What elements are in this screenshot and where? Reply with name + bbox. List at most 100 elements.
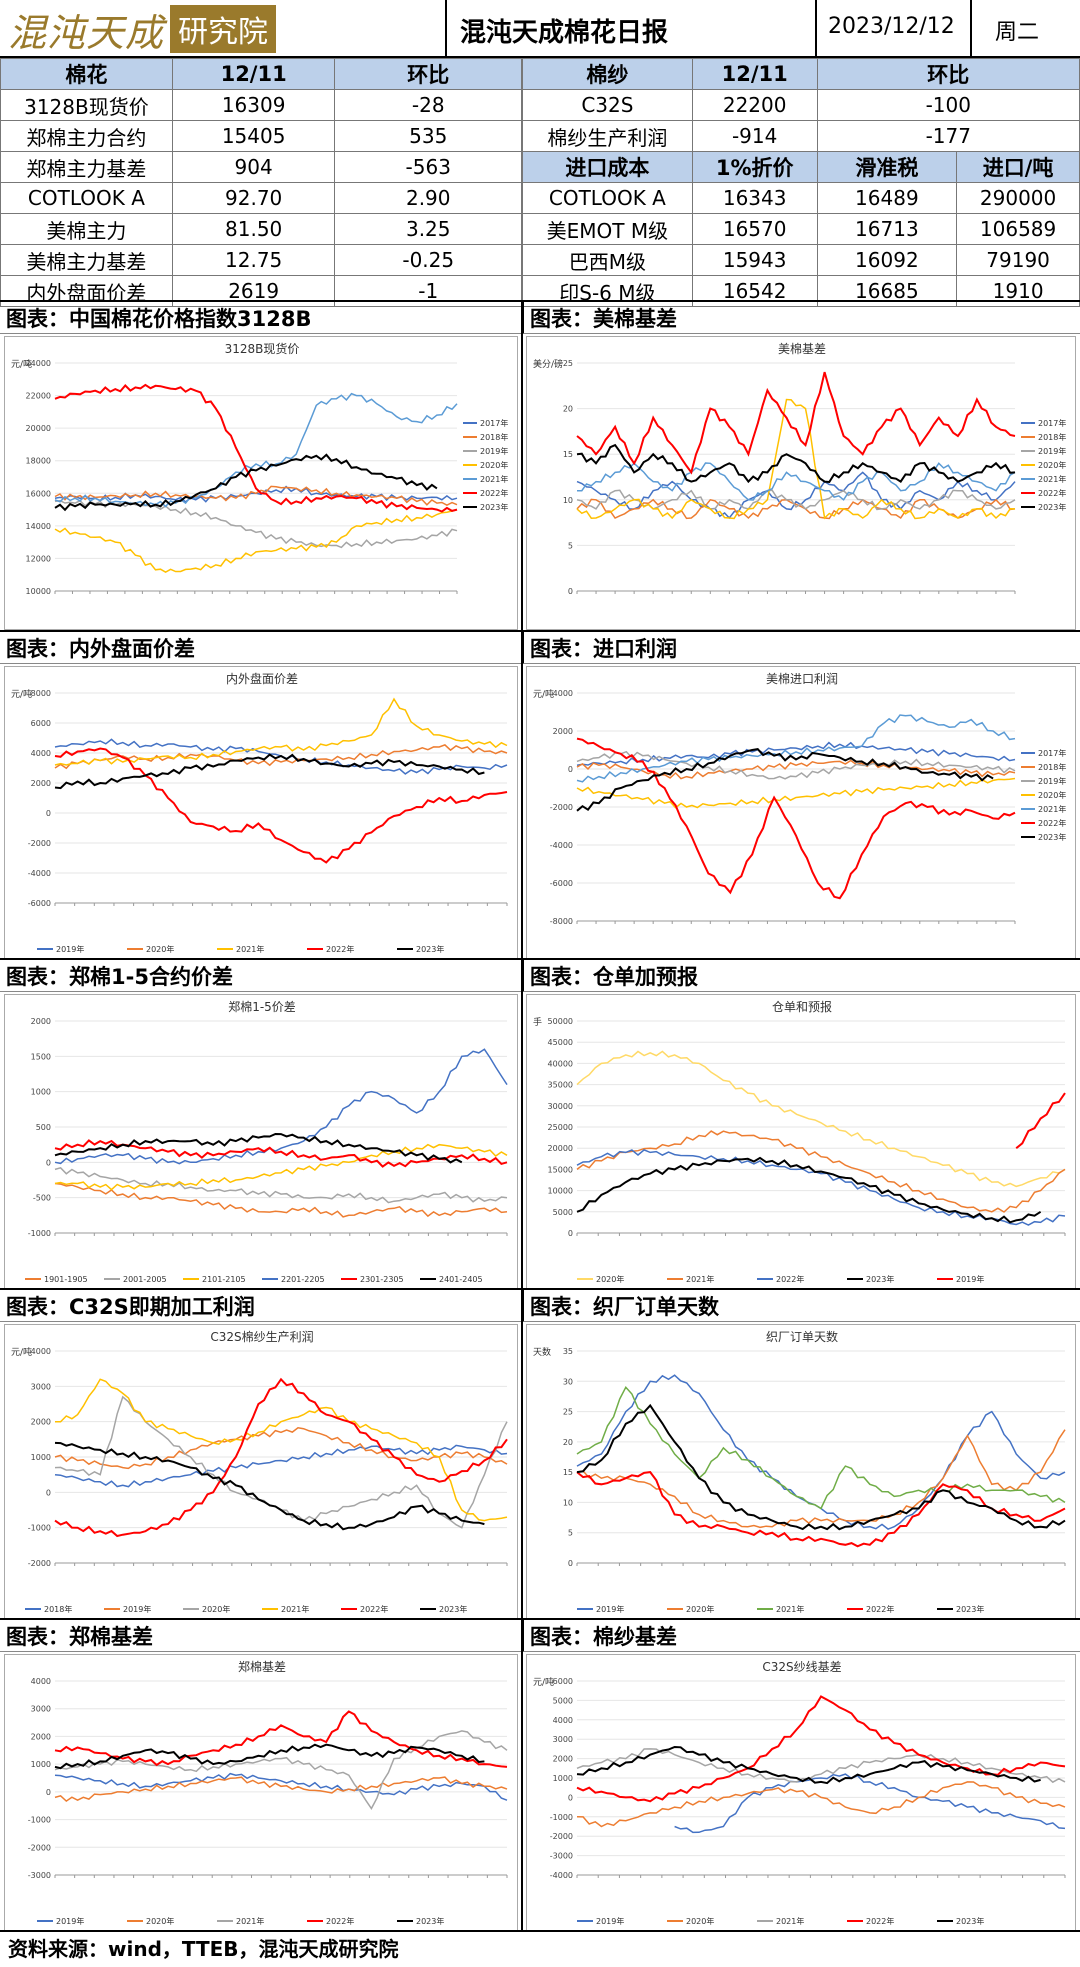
y-tick-label: -4000 xyxy=(550,841,573,850)
section-heading: 图表：织厂订单天数 xyxy=(522,1288,1080,1322)
series-line xyxy=(576,1386,1066,1510)
y-tick-label: 3000 xyxy=(31,1705,51,1714)
row-value: -563 xyxy=(334,151,522,183)
series-line xyxy=(576,1745,1041,1785)
y-axis-label: 天数 xyxy=(533,1346,551,1358)
table-row: C32S 22200 -100 xyxy=(522,89,1080,121)
series-line xyxy=(54,1710,508,1768)
chart-c5: 郑棉1-5价差 -1000 -500 0 500 1000 1500 2000 1901-190… xyxy=(25,999,508,1284)
legend-label: 2022年 xyxy=(866,1604,894,1614)
series-line xyxy=(54,1166,508,1204)
report-weekday: 周二 xyxy=(995,20,1040,45)
chart-panel: C32S棉纱生产利润 元/吨 -2000 -1000 0 1000 2000 3000 4000… xyxy=(4,1324,518,1620)
legend-label: 2017年 xyxy=(1038,748,1066,758)
row-value: 16713 xyxy=(816,213,958,245)
legend-label: 2023年 xyxy=(480,502,508,512)
chart-panel: 郑棉1-5价差 -1000 -500 0 500 1000 1500 2000 1901-190… xyxy=(4,994,518,1290)
y-tick-label: -2000 xyxy=(550,803,573,812)
y-tick-label: 10000 xyxy=(26,587,51,596)
series-line xyxy=(54,697,508,766)
legend-label: 2021年 xyxy=(776,1604,804,1614)
row-value: -100 xyxy=(816,89,1080,121)
legend-label: 2023年 xyxy=(416,944,444,954)
chart-title: 仓单和预报 xyxy=(772,999,832,1014)
series-line xyxy=(54,1743,485,1770)
series-line xyxy=(576,1149,1066,1226)
y-tick-label: 6000 xyxy=(31,719,51,728)
row-label: 郑棉主力合约 xyxy=(0,120,173,152)
column-divider xyxy=(521,300,523,1930)
table-header-cell: 进口/吨 xyxy=(956,151,1080,183)
series-line xyxy=(576,1471,1066,1548)
y-tick-label: -8000 xyxy=(550,917,573,926)
series-line xyxy=(576,1748,1066,1784)
legend-label: 2023年 xyxy=(439,1604,467,1614)
report-date: 2023/12/12 xyxy=(828,14,955,39)
series-line xyxy=(54,1441,485,1531)
legend-label: 2020年 xyxy=(202,1604,230,1614)
chart-title: C32S纱线基差 xyxy=(762,1660,841,1674)
legend-label: 2022年 xyxy=(1038,818,1066,828)
row-value: 16092 xyxy=(816,244,958,276)
row-label: COTLOOK A xyxy=(0,182,173,214)
legend-label: 2023年 xyxy=(1038,502,1066,512)
report-title: 混沌天成棉花日报 xyxy=(460,18,669,48)
y-tick-label: 25000 xyxy=(548,1123,573,1132)
y-tick-label: 5000 xyxy=(553,1696,573,1705)
y-axis-label: 美分/磅 xyxy=(533,358,563,370)
series-line xyxy=(576,714,1016,783)
y-tick-label: 500 xyxy=(36,1123,51,1132)
series-line xyxy=(577,462,1016,501)
y-tick-label: -3000 xyxy=(550,1852,573,1861)
y-axis-label: 元/吨 xyxy=(11,1346,32,1358)
series-line xyxy=(674,1773,1066,1834)
chart-title: C32S棉纱生产利润 xyxy=(210,1330,313,1344)
legend-label: 2019年 xyxy=(596,1604,624,1614)
legend-label: 2019年 xyxy=(956,1274,984,1284)
legend-label: 2019年 xyxy=(480,446,508,456)
table-header-cell: 1%折价 xyxy=(691,151,818,183)
row-value: -914 xyxy=(691,120,818,152)
row-value: 12.75 xyxy=(171,244,336,276)
chart-title: 3128B现货价 xyxy=(225,341,300,356)
legend-label: 2021年 xyxy=(281,1604,309,1614)
legend-label: 2017年 xyxy=(480,418,508,428)
legend-label: 2201-2205 xyxy=(281,1275,325,1284)
table-row: 棉纱生产利润 -914 -177 xyxy=(522,120,1080,152)
table-header-cell: 12/11 xyxy=(171,58,336,90)
legend-label: 2018年 xyxy=(1038,762,1066,772)
y-tick-label: 20000 xyxy=(26,424,51,433)
y-tick-label: -6000 xyxy=(28,899,51,908)
y-tick-label: 0 xyxy=(46,1158,51,1167)
y-tick-label: 1500 xyxy=(31,1052,51,1061)
legend-label: 2022年 xyxy=(866,1916,894,1926)
y-tick-label: 24000 xyxy=(26,359,51,368)
legend-label: 2020年 xyxy=(686,1916,714,1926)
series-line xyxy=(54,1427,508,1470)
y-tick-label: -6000 xyxy=(550,879,573,888)
legend-label: 2020年 xyxy=(596,1274,624,1284)
series-line xyxy=(54,1776,508,1803)
table-header-cell: 环比 xyxy=(334,58,522,90)
y-tick-label: -4000 xyxy=(28,869,51,878)
y-tick-label: 22000 xyxy=(26,392,51,401)
row-label: 巴西M级 xyxy=(522,244,693,276)
table-header-cell: 滑准税 xyxy=(816,151,958,183)
y-tick-label: -1000 xyxy=(28,1524,51,1533)
table-row: COTLOOK A 16343 16489 290000 xyxy=(522,182,1080,214)
legend-label: 2023年 xyxy=(956,1916,984,1926)
series-line xyxy=(54,1143,508,1191)
table-row: 美EMOT M级 16570 16713 106589 xyxy=(522,213,1080,245)
legend-label: 2023年 xyxy=(1038,832,1066,842)
y-tick-label: 0 xyxy=(46,1788,51,1797)
section-heading: 图表：郑棉基差 xyxy=(0,1618,522,1652)
series-line xyxy=(54,1048,508,1165)
legend-label: 2001-2005 xyxy=(123,1275,167,1284)
y-tick-label: 4000 xyxy=(31,1347,51,1356)
y-tick-label: 3000 xyxy=(553,1735,573,1744)
legend-label: 2020年 xyxy=(146,944,174,954)
series-line xyxy=(576,750,1016,780)
series-line xyxy=(576,1156,1042,1224)
series-line xyxy=(576,748,994,812)
